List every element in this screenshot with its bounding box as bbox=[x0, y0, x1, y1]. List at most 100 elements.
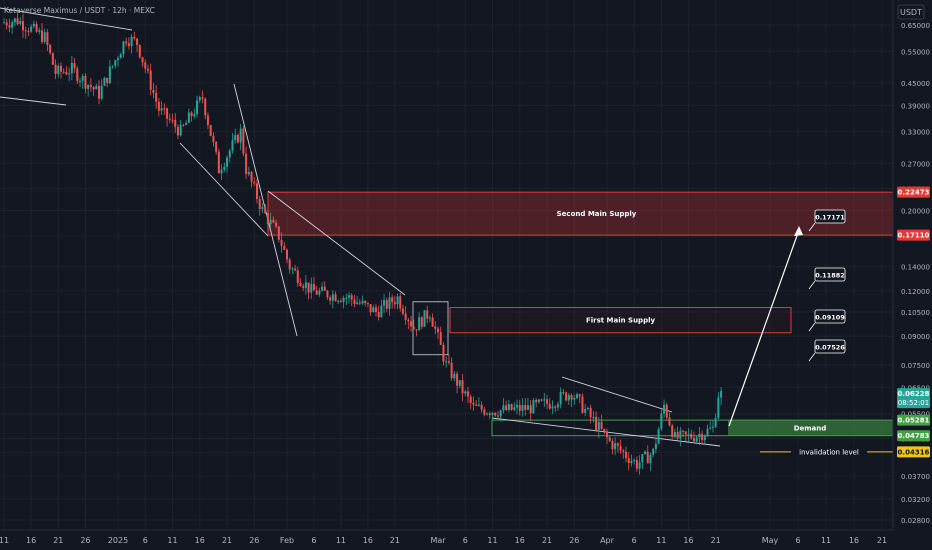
candle-body bbox=[573, 397, 576, 400]
candle-body bbox=[431, 317, 434, 327]
target-pointer bbox=[808, 222, 816, 232]
price-tag-demand bbox=[897, 430, 930, 442]
candle-body bbox=[304, 282, 307, 288]
candle-body bbox=[377, 311, 380, 318]
y-tick-label: 0.12000 bbox=[901, 288, 930, 296]
candle-body bbox=[326, 290, 329, 298]
candle-body bbox=[13, 18, 16, 23]
candle-body bbox=[496, 415, 499, 417]
candle-body bbox=[399, 296, 402, 309]
trendline bbox=[561, 376, 673, 413]
candle-body bbox=[717, 397, 720, 419]
candle-body bbox=[334, 294, 337, 302]
candle-body bbox=[388, 297, 391, 309]
candle-body bbox=[234, 134, 237, 141]
candle-body bbox=[410, 321, 413, 327]
candle-body bbox=[144, 62, 147, 69]
candle-body bbox=[261, 207, 264, 210]
x-tick-label: 21 bbox=[53, 536, 63, 545]
y-tick-label: 0.03700 bbox=[901, 473, 930, 481]
candle-body bbox=[567, 395, 570, 401]
candle-body bbox=[630, 460, 633, 464]
candle-body bbox=[426, 310, 429, 319]
candle-body bbox=[603, 428, 606, 432]
x-tick-label: Apr bbox=[600, 536, 615, 545]
candle-body bbox=[81, 75, 84, 81]
candle-body bbox=[447, 361, 450, 363]
x-tick-label: 16 bbox=[683, 536, 693, 545]
invalidation-label: invalidation level bbox=[799, 448, 859, 456]
candle-body bbox=[461, 380, 464, 394]
target-pointer bbox=[808, 322, 816, 332]
candle-body bbox=[19, 21, 22, 25]
x-tick-label: 11 bbox=[821, 536, 831, 545]
target-box bbox=[814, 267, 846, 282]
candle-body bbox=[480, 404, 483, 410]
candle-body bbox=[404, 313, 407, 320]
candle-body bbox=[108, 66, 111, 83]
candle-body bbox=[32, 23, 35, 27]
candle-body bbox=[684, 431, 687, 435]
candle-body bbox=[196, 100, 199, 115]
candle-body bbox=[711, 426, 714, 428]
candle-body bbox=[690, 433, 693, 439]
y-tick-label: 0.09000 bbox=[901, 333, 930, 341]
candle-body bbox=[288, 259, 291, 270]
candle-body bbox=[348, 295, 351, 298]
candle-body bbox=[3, 22, 5, 24]
currency-button[interactable]: USDT bbox=[897, 4, 925, 20]
candle-body bbox=[231, 140, 234, 151]
candle-body bbox=[204, 98, 207, 116]
candle-body bbox=[668, 417, 671, 426]
target-label: 0.09109 bbox=[815, 314, 845, 322]
candle-body bbox=[554, 406, 557, 408]
candle-body bbox=[280, 239, 283, 246]
candle-body bbox=[450, 362, 453, 379]
candle-body bbox=[329, 297, 332, 301]
x-tick-label: 26 bbox=[249, 536, 259, 545]
candle-body bbox=[673, 432, 676, 438]
invalidation-label-bg bbox=[790, 446, 868, 457]
candle-body bbox=[291, 268, 294, 270]
grid-lines bbox=[0, 0, 893, 530]
candle-body bbox=[266, 213, 269, 225]
candle-body bbox=[600, 421, 603, 429]
chart-title: Ketaverse Maximus / USDT · 12h · MEXC bbox=[4, 6, 155, 15]
candle-body bbox=[11, 22, 14, 28]
trendline bbox=[179, 142, 269, 237]
candle-body bbox=[665, 404, 668, 418]
candle-body bbox=[98, 85, 100, 99]
candle-body bbox=[187, 112, 190, 123]
candle-body bbox=[597, 421, 600, 431]
candle-body bbox=[141, 57, 144, 63]
price-tag-label: 0.17110 bbox=[898, 232, 930, 240]
x-tick-label: 21 bbox=[711, 536, 721, 545]
trendline bbox=[0, 7, 133, 31]
candle-body bbox=[660, 413, 663, 430]
candle-body bbox=[434, 326, 437, 329]
candle-body bbox=[584, 409, 587, 413]
candles-layer bbox=[3, 13, 723, 475]
candle-body bbox=[581, 396, 584, 413]
candle-body bbox=[49, 44, 52, 54]
candle-body bbox=[407, 319, 410, 322]
x-tick-label: 6 bbox=[632, 536, 637, 545]
candle-body bbox=[532, 400, 535, 414]
candle-body bbox=[458, 380, 461, 386]
candle-body bbox=[622, 450, 625, 452]
second-main-supply-zone bbox=[267, 191, 894, 236]
candle-body bbox=[264, 207, 267, 214]
candle-body bbox=[657, 429, 660, 444]
candle-body bbox=[415, 329, 418, 331]
price-tag-invalidation bbox=[897, 446, 930, 458]
candle-body bbox=[206, 115, 209, 126]
candle-body bbox=[345, 297, 348, 299]
price-tag-last bbox=[897, 388, 930, 409]
candle-body bbox=[247, 172, 250, 175]
candle-body bbox=[239, 128, 242, 143]
candle-body bbox=[35, 23, 38, 32]
candle-body bbox=[79, 80, 81, 82]
candle-body bbox=[369, 304, 372, 313]
candle-body bbox=[353, 299, 356, 304]
